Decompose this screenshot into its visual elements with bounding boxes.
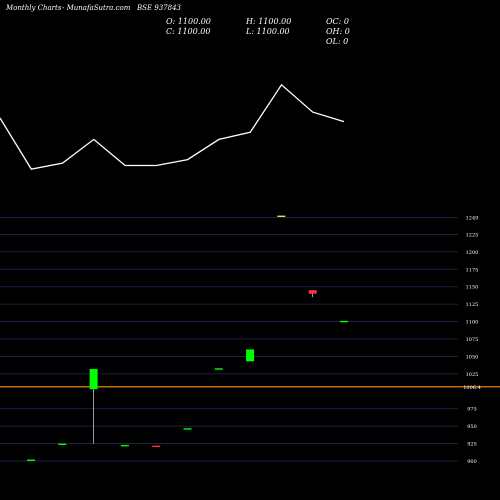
- price-line: [0, 83, 345, 170]
- candle-body: [183, 428, 192, 430]
- y-tick-label: 1100: [466, 320, 479, 326]
- header-symbol: BSE 937843: [136, 4, 182, 12]
- y-tick-label: 1006.4: [463, 385, 481, 391]
- y-tick-label: 1050: [466, 354, 479, 360]
- candle-body: [246, 349, 255, 362]
- line-chart: [0, 83, 345, 170]
- y-tick-label: 1125: [466, 302, 479, 308]
- candle: [27, 459, 35, 462]
- ohlc-open: O: 1100.00: [166, 17, 211, 26]
- candle-body: [58, 443, 67, 445]
- candle-body: [120, 444, 129, 447]
- price-grid: [0, 217, 458, 462]
- y-tick-label: 1225: [466, 232, 479, 238]
- candle: [152, 445, 161, 448]
- candle-body: [89, 368, 98, 390]
- candle-body: [277, 215, 286, 218]
- candle-body: [308, 290, 317, 294]
- candle-body: [214, 368, 223, 370]
- candle-body: [27, 459, 35, 462]
- candle: [120, 444, 129, 447]
- header-title: Monthly Charts: [5, 4, 62, 12]
- candle: [340, 320, 348, 323]
- candle: [246, 349, 255, 362]
- y-axis-ticks: 1249 1225 1200 1175 1150 1125 1100 1075 1050 1025…: [463, 216, 481, 465]
- candle: [89, 368, 98, 444]
- ohlc-low: L: 1100.00: [245, 27, 290, 36]
- y-tick-label: 975: [467, 407, 477, 413]
- y-tick-label: 1249: [466, 216, 479, 222]
- candlestick-layer: [27, 215, 348, 462]
- candle: [183, 428, 192, 430]
- candle: [277, 215, 286, 218]
- ohlc-close: C: 1100.00: [166, 27, 210, 36]
- ohlc-oc: OC: 0: [326, 17, 349, 26]
- y-tick-label: 950: [467, 424, 477, 430]
- y-tick-label: 1075: [466, 337, 479, 343]
- candle: [214, 368, 223, 370]
- header-site: - MunafaSutra.com: [62, 4, 131, 12]
- ohlc-ol: OL: 0: [326, 37, 348, 46]
- candle: [58, 443, 67, 445]
- candle-body: [340, 320, 348, 323]
- y-tick-label: 900: [467, 459, 477, 465]
- candle-body: [152, 445, 161, 448]
- y-tick-label: 1150: [466, 285, 479, 291]
- y-tick-label: 1175: [466, 267, 479, 273]
- ohlc-oh: OH: 0: [326, 27, 350, 36]
- ohlc-high: H: 1100.00: [245, 17, 291, 26]
- y-tick-label: 1025: [466, 372, 479, 378]
- y-tick-label: 1200: [466, 250, 479, 256]
- y-tick-label: 925: [467, 442, 477, 448]
- candle: [308, 290, 317, 298]
